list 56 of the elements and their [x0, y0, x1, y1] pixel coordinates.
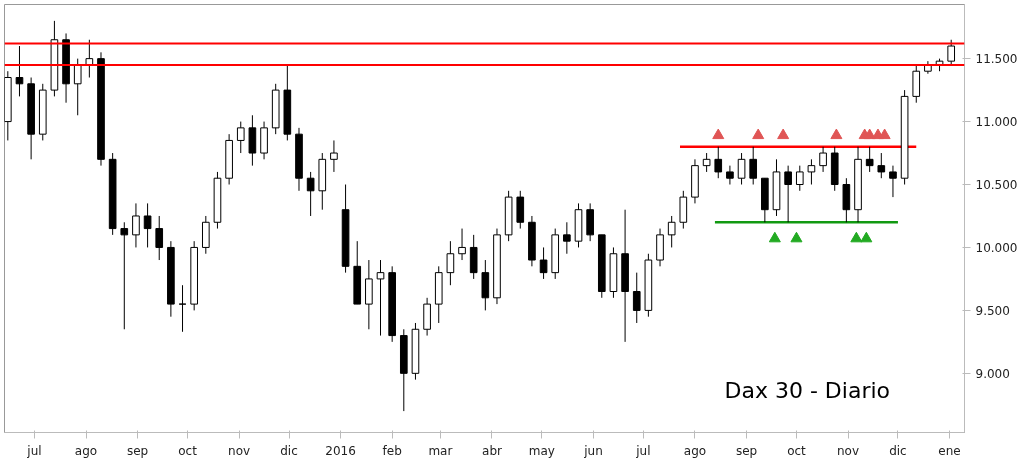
candlestick — [563, 221, 571, 255]
x-tick-label: 2016 — [325, 443, 356, 458]
candlestick — [749, 146, 758, 186]
candlestick — [446, 240, 455, 286]
candlestick — [714, 146, 723, 179]
y-tick-label: 10.500 — [975, 178, 1018, 193]
x-tick-label: ago — [683, 443, 707, 458]
x-tick-label: abr — [482, 443, 503, 458]
x-tick-label: may — [528, 443, 555, 458]
candlestick — [819, 146, 827, 173]
x-tick-label: feb — [382, 443, 402, 458]
x-tick-label: jul — [26, 443, 42, 458]
candlestick — [737, 152, 746, 186]
candlestick — [807, 158, 816, 186]
y-tick-label: 9.000 — [975, 366, 1010, 381]
x-tick-label: ago — [74, 443, 98, 458]
candlestick — [15, 45, 24, 97]
x-tick-label: oct — [787, 443, 807, 458]
x-tick-label: nov — [837, 443, 860, 458]
candlestick — [539, 246, 548, 280]
candlestick — [632, 272, 641, 324]
y-tick-label: 11.000 — [975, 115, 1018, 130]
candlestick — [726, 165, 734, 186]
x-tick-label: nov — [228, 443, 251, 458]
candlestick — [376, 259, 385, 337]
candlestick — [155, 215, 164, 261]
candlestick — [795, 165, 804, 192]
x-tick-label: jun — [583, 443, 603, 458]
candlestick — [889, 165, 897, 198]
y-tick-label: 11.500 — [975, 52, 1018, 67]
candlestick — [132, 202, 140, 248]
x-tick-label: jul — [635, 443, 651, 458]
candlestick — [330, 139, 338, 173]
candlestick — [143, 202, 152, 248]
y-tick-label: 10.000 — [975, 240, 1018, 255]
x-tick-label: ene — [938, 443, 961, 458]
candlestick — [306, 171, 315, 217]
candlestick — [877, 152, 886, 179]
x-tick-label: dic — [889, 443, 907, 458]
annotation: Dax 30 - Diario — [724, 377, 891, 403]
candlestick — [702, 152, 711, 173]
candlestick — [458, 228, 466, 261]
x-tick-label: oct — [178, 443, 198, 458]
candlestick — [120, 221, 129, 330]
candlestick — [947, 39, 956, 66]
candlestick — [667, 215, 676, 248]
candlestick — [784, 165, 792, 223]
x-tick-label: sep — [735, 443, 758, 458]
candlestick — [178, 284, 187, 333]
candlestick — [73, 58, 82, 116]
y-tick-label: 9.500 — [975, 303, 1010, 318]
candlestick — [865, 146, 874, 173]
x-tick-label: dic — [280, 443, 298, 458]
candlestick — [236, 121, 245, 154]
x-tick-label: mar — [428, 443, 453, 458]
x-tick-label: sep — [126, 443, 149, 458]
